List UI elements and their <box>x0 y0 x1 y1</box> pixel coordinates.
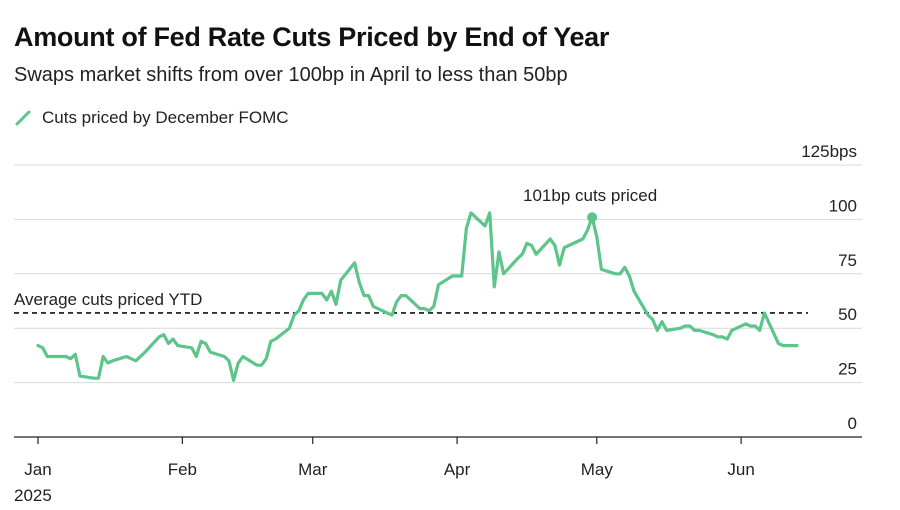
y-tick-label: 50 <box>838 305 857 324</box>
y-tick-label: 100 <box>829 196 857 215</box>
chart-subtitle: Swaps market shifts from over 100bp in A… <box>14 64 568 86</box>
y-tick-label: 75 <box>838 251 857 270</box>
x-year-label: 2025 <box>14 486 52 505</box>
legend-swatch-icon <box>15 110 31 126</box>
x-tick-label: Feb <box>168 460 197 479</box>
annotation-label: 101bp cuts priced <box>523 186 657 205</box>
legend-label: Cuts priced by December FOMC <box>42 108 289 127</box>
x-tick-label: Jan <box>24 460 51 479</box>
legend: Cuts priced by December FOMC <box>14 108 289 128</box>
x-tick-label: Apr <box>444 460 471 479</box>
x-tick-label: May <box>581 460 614 479</box>
average-line-label: Average cuts priced YTD <box>14 290 202 309</box>
chart-title: Amount of Fed Rate Cuts Priced by End of… <box>14 22 610 52</box>
series-line <box>36 211 799 382</box>
x-tick-label: Jun <box>727 460 754 479</box>
annotation-point <box>587 212 598 223</box>
x-tick-label: Mar <box>298 460 328 479</box>
y-tick-label: 25 <box>838 360 857 379</box>
y-tick-label: 125bps <box>801 142 857 161</box>
y-tick-label: 0 <box>848 414 857 433</box>
